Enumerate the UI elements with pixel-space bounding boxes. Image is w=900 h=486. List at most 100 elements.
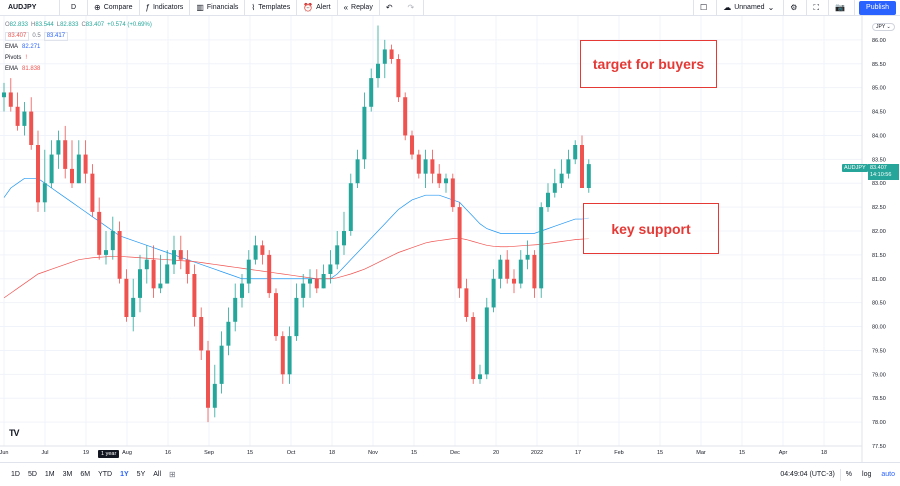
price-chart[interactable]: 86.00 85.50 85.00 84.50 84.00 83.50 83.00 82.50…	[0, 16, 900, 462]
candle	[280, 331, 285, 384]
candle-body	[546, 192, 550, 208]
candle	[437, 164, 442, 188]
candle-body	[444, 178, 448, 184]
candle-body	[246, 259, 251, 284]
fullscreen-toggle[interactable]: ⛶	[807, 0, 830, 16]
redo-button[interactable]: ↷	[402, 0, 425, 16]
compare-button[interactable]: ⊕ Compare	[88, 0, 140, 16]
square-icon: ☐	[700, 3, 708, 12]
templates-button[interactable]: ⌇ Templates	[245, 0, 298, 16]
financials-button[interactable]: ▥ Financials	[190, 0, 246, 16]
annotation-support-text: key support	[611, 220, 691, 237]
range-button-3m[interactable]: 3M	[62, 471, 73, 478]
alert-button[interactable]: ⏰ Alert	[297, 0, 338, 16]
symbol-search[interactable]: AUDJPY	[0, 0, 60, 16]
candle	[185, 250, 190, 284]
function-icon: ƒ	[145, 3, 150, 12]
range-button-6m[interactable]: 6M	[80, 471, 91, 478]
candle-body	[29, 111, 34, 145]
candles	[2, 25, 591, 423]
time-tick-label: Nov	[368, 450, 378, 456]
candle	[165, 250, 170, 284]
range-button-1m[interactable]: 1M	[44, 471, 55, 478]
ohlc-value: 82.833	[9, 22, 29, 28]
candle	[403, 92, 408, 141]
candle	[566, 149, 571, 179]
settings-button[interactable]: ⚙	[784, 0, 808, 16]
ema1-value: 82.271	[22, 44, 41, 50]
candle-body	[539, 207, 544, 289]
candle	[124, 269, 129, 322]
indicators-label: Indicators	[152, 4, 184, 11]
candle-body	[389, 49, 394, 59]
time-tick-label: 15	[411, 450, 417, 456]
clock[interactable]: 04:49:04 (UTC-3)	[780, 471, 835, 478]
annotation-target-for-buyers[interactable]: target for buyers	[580, 40, 717, 88]
candle-body	[471, 317, 476, 380]
time-tick-label: Jun	[0, 450, 8, 456]
chart-grid	[0, 16, 862, 447]
candle-body	[110, 231, 115, 251]
candle-body	[280, 336, 285, 375]
bid-price[interactable]: 83.407	[5, 32, 30, 41]
candle-body	[498, 259, 503, 279]
candle-body	[56, 140, 61, 155]
candle	[199, 307, 204, 360]
candle	[355, 149, 360, 188]
candle	[552, 168, 557, 198]
candle-body	[172, 250, 176, 265]
bottom-toolbar: 1D 5D 1M 3M 6M YTD 1Y 5Y All ⊞ 04:49:04 (UTC-3) …	[0, 462, 900, 486]
spread-value: 0.5	[32, 33, 41, 39]
candle-body	[484, 307, 489, 375]
undo-button[interactable]: ↶	[380, 0, 402, 16]
timeframe-button[interactable]: D	[60, 0, 88, 16]
publish-button[interactable]: Publish	[859, 0, 896, 15]
indicators-button[interactable]: ƒ Indicators	[140, 0, 191, 16]
candle	[192, 264, 197, 327]
price-tick-label: 79.50	[872, 348, 886, 354]
time-tick-label: 15	[247, 450, 253, 456]
price-tick-label: 78.50	[872, 396, 886, 402]
snapshot-button[interactable]: 📷	[829, 0, 856, 16]
time-tick-label: Aug	[122, 450, 132, 456]
candle-body	[192, 274, 197, 317]
candle-body	[559, 173, 564, 184]
range-button-5y[interactable]: 5Y	[136, 471, 146, 478]
candle-body	[2, 92, 6, 98]
ema2-legend[interactable]: EMA 81.838	[5, 64, 155, 75]
range-button-all[interactable]: All	[153, 471, 162, 478]
layout-menu[interactable]: ☁ Unnamed ⌄	[717, 0, 785, 16]
candle	[246, 250, 251, 294]
time-tick-label: 18	[821, 450, 827, 456]
log-toggle[interactable]: log	[862, 471, 872, 478]
fullscreen-button[interactable]: ☐	[693, 0, 718, 16]
range-button-1y[interactable]: 1Y	[120, 471, 129, 478]
price-tick-label: 82.00	[872, 229, 886, 235]
ask-price[interactable]: 83.417	[43, 32, 69, 41]
percent-toggle[interactable]: %	[845, 471, 853, 478]
candle-body	[226, 321, 231, 346]
pivots-legend[interactable]: Pivots !	[5, 53, 155, 64]
candle	[158, 254, 163, 294]
candle	[416, 149, 421, 179]
range-tooltip: 1 year	[98, 450, 120, 458]
pivots-label: Pivots	[5, 55, 22, 61]
price-tick-label: 83.50	[872, 157, 886, 163]
publish-label: Publish	[866, 4, 889, 11]
candle	[382, 39, 387, 79]
price-tick-label: 78.00	[872, 420, 886, 426]
range-button-1d[interactable]: 1D	[11, 471, 20, 478]
candle-body	[457, 207, 462, 289]
range-button-5d[interactable]: 5D	[27, 471, 37, 478]
candle	[410, 130, 414, 160]
candle-body	[328, 264, 333, 274]
range-button-ytd[interactable]: YTD	[98, 471, 113, 478]
calendar-goto-icon[interactable]: ⊞	[169, 470, 176, 479]
replay-button[interactable]: «Replay	[338, 0, 380, 16]
candle-body	[212, 383, 217, 408]
annotation-key-support[interactable]: key support	[583, 203, 719, 254]
candle	[518, 250, 523, 289]
currency-selector[interactable]: JPY ⌄	[872, 23, 895, 31]
auto-toggle[interactable]: auto	[881, 471, 895, 478]
ema1-legend[interactable]: EMA 82.271	[5, 42, 155, 53]
